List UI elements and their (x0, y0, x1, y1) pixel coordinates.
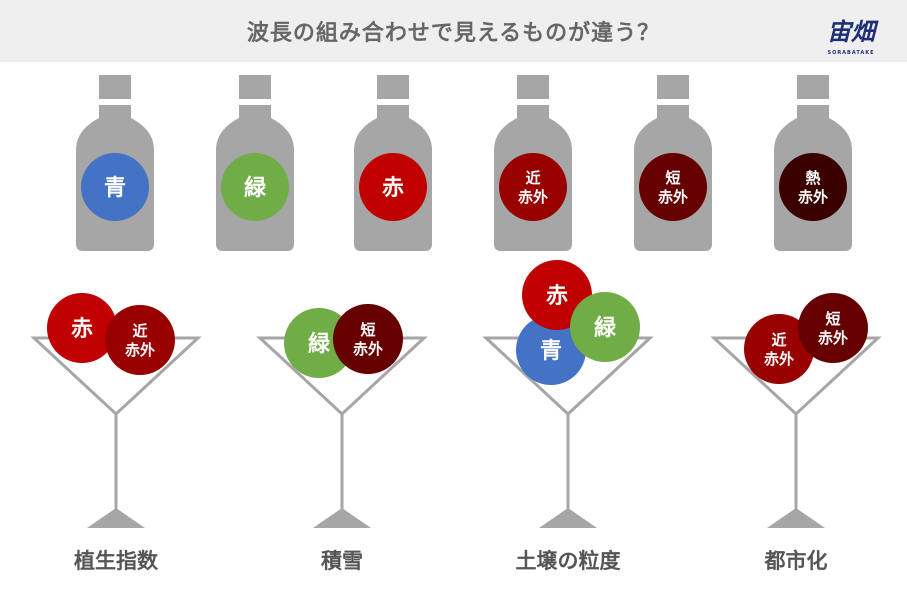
band-circle-swir: 短赤外 (333, 304, 403, 374)
band-circle-red: 赤 (359, 153, 427, 221)
bottle-cap (657, 75, 689, 99)
band-circle-fill (516, 315, 586, 385)
band-circle-tir: 熱赤外 (779, 153, 847, 221)
bottle-cap (99, 75, 131, 99)
glass-base (539, 508, 597, 528)
band-label: 赤 (71, 317, 93, 342)
glass-1: 赤近赤外植生指数 (30, 293, 202, 573)
band-circle-fill (798, 293, 868, 363)
bottle-nir: 近赤外 (494, 75, 572, 251)
band-circle-nir: 近赤外 (105, 305, 175, 375)
band-circle-fill (570, 292, 640, 362)
band-circle-fill (359, 153, 427, 221)
glass-base (87, 508, 145, 528)
band-label: 熱 (805, 169, 820, 187)
band-circle-green: 緑 (221, 153, 289, 221)
band-circle-fill (81, 153, 149, 221)
band-circle-blue: 青 (81, 153, 149, 221)
bottle-cap (797, 75, 829, 99)
band-circle-fill (639, 153, 707, 221)
bottle-tir: 熱赤外 (774, 75, 852, 251)
band-label: 青 (104, 176, 126, 201)
band-label: 赤 (382, 176, 404, 201)
band-label: 短 (360, 321, 375, 339)
sorabatake-logo: 宙畑 SORABATAKE (827, 18, 879, 56)
glass-base (767, 508, 825, 528)
band-label: 赤 (546, 284, 568, 309)
header-bar: 波長の組み合わせで見えるものが違う？ 宙畑 SORABATAKE (0, 0, 907, 62)
band-label: 赤外 (353, 340, 383, 358)
bottle-swir: 短赤外 (634, 75, 712, 251)
band-circle-green: 緑 (570, 292, 640, 362)
glass-label: 都市化 (764, 549, 828, 573)
band-circle-blue: 青 (516, 315, 586, 385)
band-circle-fill (221, 153, 289, 221)
band-circle-fill (499, 153, 567, 221)
band-circle-nir: 近赤外 (499, 153, 567, 221)
band-circle-fill (47, 293, 117, 363)
glass-label: 積雪 (321, 549, 363, 573)
band-label: 短 (665, 169, 680, 187)
band-circle-fill (105, 305, 175, 375)
bottle-cap (239, 75, 271, 99)
bottle-cap (377, 75, 409, 99)
band-label: 近 (771, 331, 786, 349)
glass-label: 植生指数 (74, 549, 159, 573)
band-label: 緑 (308, 331, 331, 357)
bottle-green: 緑 (216, 75, 294, 251)
svg-text:SORABATAKE: SORABATAKE (827, 50, 874, 56)
glass-base (313, 508, 371, 528)
bottle-cap (517, 75, 549, 99)
band-label: 赤外 (658, 188, 688, 206)
band-circle-fill (744, 314, 814, 384)
band-label: 赤外 (764, 350, 794, 368)
band-label: 緑 (594, 315, 617, 341)
band-label: 緑 (244, 175, 267, 201)
band-label: 青 (540, 339, 562, 364)
svg-text:宙畑: 宙畑 (827, 18, 879, 46)
band-label: 近 (525, 169, 540, 187)
band-label: 赤外 (798, 188, 828, 206)
bottle-red: 赤 (354, 75, 432, 251)
page-title: 波長の組み合わせで見えるものが違う？ (246, 21, 661, 46)
band-circle-fill (779, 153, 847, 221)
band-label: 近 (132, 322, 147, 340)
glass-label: 土壌の粒度 (516, 549, 621, 573)
band-circle-fill (333, 304, 403, 374)
band-circle-red: 赤 (47, 293, 117, 363)
band-label: 赤外 (518, 188, 548, 206)
band-circle-nir: 近赤外 (744, 314, 814, 384)
band-label: 赤外 (125, 341, 155, 359)
bottle-blue: 青 (76, 75, 154, 251)
band-label: 赤外 (818, 329, 848, 347)
band-label: 短 (825, 310, 840, 328)
band-circle-swir: 短赤外 (798, 293, 868, 363)
band-circle-swir: 短赤外 (639, 153, 707, 221)
